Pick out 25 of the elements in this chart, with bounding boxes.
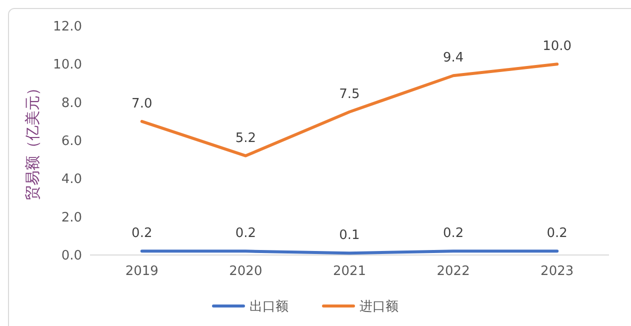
y-tick-label: 2.0 [61, 210, 82, 226]
legend-label: 出口额 [250, 300, 288, 315]
x-tick-label: 2023 [540, 264, 574, 279]
data-label: 10.0 [542, 39, 572, 54]
y-tick-label: 10.0 [53, 58, 82, 73]
y-tick-label: 6.0 [61, 134, 82, 150]
y-tick-label: 12.0 [53, 20, 82, 35]
x-tick-label: 2019 [125, 264, 158, 279]
data-label: 0.2 [132, 226, 152, 242]
y-tick-label: 4.0 [61, 172, 82, 188]
data-label: 7.0 [132, 96, 152, 112]
data-label: 0.2 [235, 226, 256, 242]
data-label: 7.5 [339, 86, 360, 102]
data-label: 0.2 [442, 226, 464, 242]
data-label: 0.1 [339, 228, 360, 244]
x-tick-label: 2020 [229, 264, 262, 279]
data-label: 5.2 [235, 130, 256, 146]
data-label: 9.4 [442, 50, 464, 66]
y-axis-title: 贸易额（亿美元） [23, 80, 42, 200]
data-label: 0.2 [546, 226, 568, 242]
y-tick-label: 0.0 [61, 248, 82, 264]
y-tick-label: 8.0 [61, 96, 82, 111]
x-tick-label: 2021 [332, 264, 366, 279]
legend-label: 进口额 [360, 300, 398, 315]
x-tick-label: 2022 [436, 264, 470, 279]
